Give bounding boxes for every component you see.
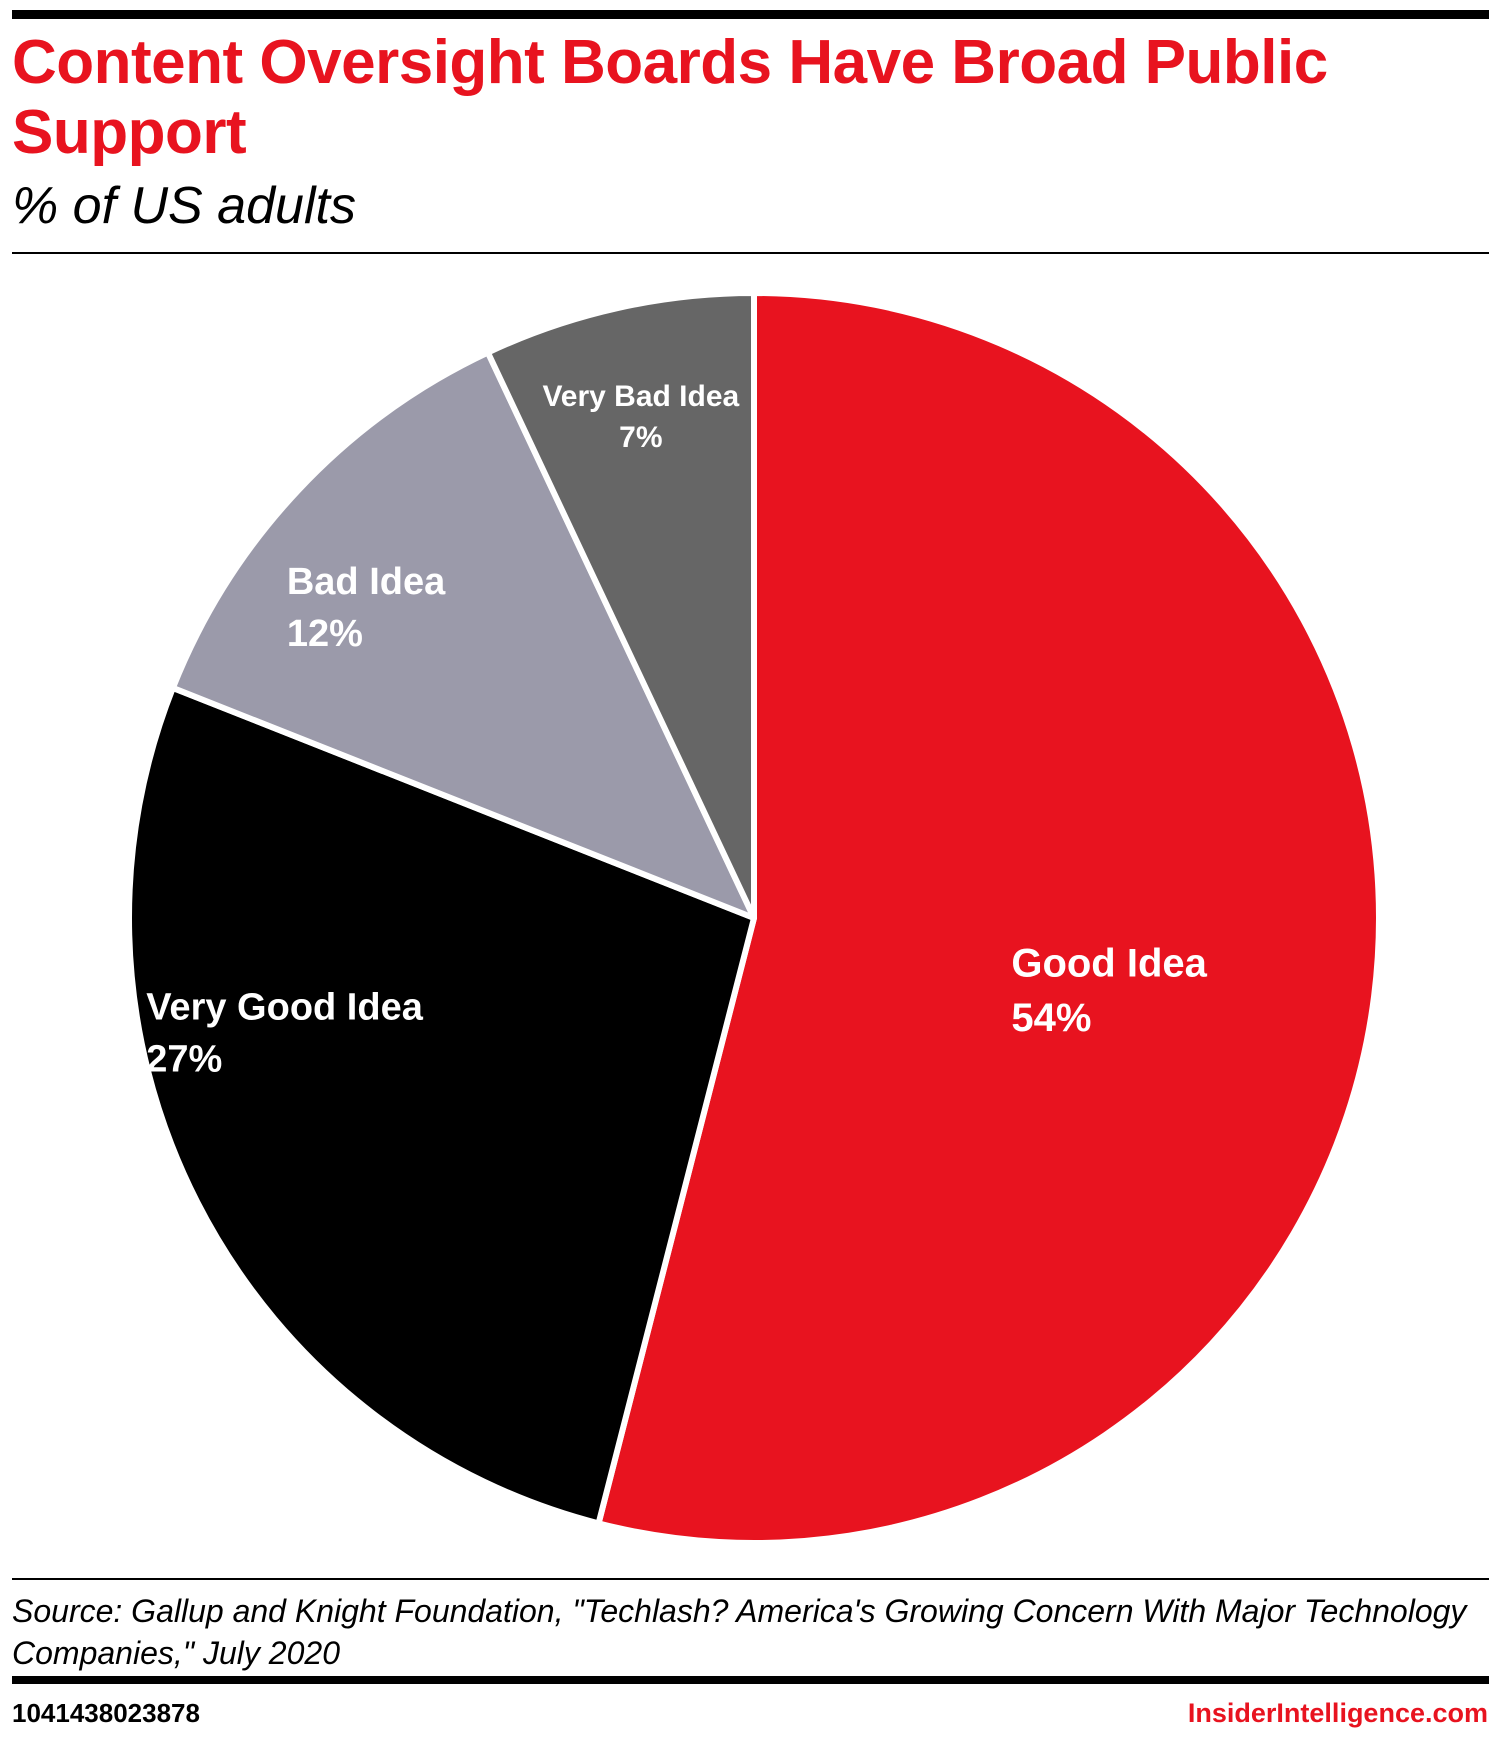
top-rule — [12, 10, 1489, 19]
slice-value-label: 7% — [619, 421, 662, 454]
slice-category-label: Very Bad Idea — [542, 380, 739, 413]
pie-slice-very-bad-idea — [484, 290, 757, 921]
slice-category-label: Bad Idea — [287, 561, 446, 603]
slice-value-label: 12% — [287, 613, 363, 655]
pie-slices — [126, 290, 1383, 1546]
source-note: Source: Gallup and Knight Foundation, "T… — [12, 1593, 1467, 1671]
slice-value-label: 27% — [146, 1039, 222, 1081]
chart-title: Content Oversight Boards Have Broad Publ… — [12, 28, 1328, 167]
slice-category-label: Good Idea — [1011, 941, 1207, 985]
chart-subtitle: % of US adults — [12, 177, 356, 235]
header-divider — [12, 252, 1489, 254]
footer-divider — [12, 1578, 1489, 1580]
pie-slice-very-good-idea — [126, 684, 757, 1527]
bottom-rule — [12, 1676, 1489, 1684]
pie-slice-good-idea — [595, 290, 1383, 1546]
pie-slice-bad-idea — [169, 349, 757, 921]
slice-category-label: Very Good Idea — [146, 987, 424, 1029]
pie-chart: Good Idea 54% Very Good Idea 27% Bad Idea 12%… — [126, 290, 1383, 1546]
pie-labels: Good Idea 54% Very Good Idea 27% Bad Idea 12%… — [146, 380, 1207, 1081]
brand-link[interactable]: InsiderIntelligence.com — [1187, 1698, 1488, 1728]
slice-value-label: 54% — [1011, 996, 1091, 1040]
chart-id: 1041438023878 — [12, 1698, 200, 1728]
